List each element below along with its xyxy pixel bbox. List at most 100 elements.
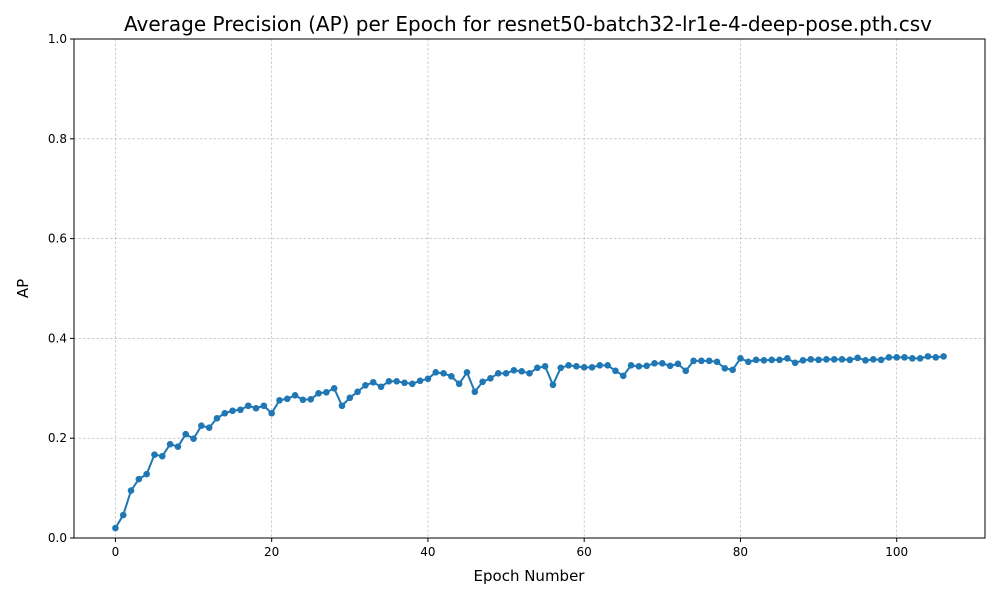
y-axis-label: AP [14, 279, 32, 298]
x-tick-label: 60 [577, 545, 592, 559]
data-point [830, 356, 838, 363]
data-point [487, 375, 494, 382]
y-tick-label: 0.4 [48, 331, 67, 345]
data-point [651, 360, 658, 367]
data-point [604, 362, 611, 369]
data-point [526, 370, 533, 377]
data-point [580, 364, 588, 371]
data-point [276, 396, 283, 404]
data-point [534, 364, 541, 372]
data-point [213, 414, 221, 422]
y-tick-label: 1.0 [48, 32, 67, 46]
data-point [760, 357, 768, 364]
y-tick-label: 0.2 [48, 431, 67, 445]
data-point [237, 406, 244, 414]
data-point [510, 367, 518, 374]
data-point [135, 475, 143, 483]
data-point [494, 370, 502, 377]
data-point [518, 368, 525, 375]
data-point [901, 354, 908, 361]
data-point [377, 383, 385, 391]
plot-frame [73, 38, 986, 539]
data-point [885, 354, 893, 361]
data-point [815, 356, 822, 364]
data-point [807, 356, 815, 363]
data-point [463, 369, 471, 376]
chart-title: Average Precision (AP) per Epoch for res… [124, 12, 932, 36]
data-point [315, 389, 322, 397]
data-point [768, 356, 776, 364]
data-point [893, 354, 901, 361]
y-tick-label: 0.8 [48, 132, 67, 146]
data-point [784, 355, 791, 362]
data-point [424, 375, 432, 383]
data-point [471, 388, 479, 396]
x-tick-label: 0 [112, 545, 120, 559]
data-point [416, 377, 424, 385]
data-point [338, 402, 346, 410]
data-point [158, 452, 166, 460]
data-point [565, 362, 572, 369]
y-tick-label: 0.6 [48, 232, 67, 246]
data-point [940, 353, 947, 360]
data-point [862, 357, 869, 364]
data-point [705, 357, 713, 365]
data-point [252, 404, 260, 412]
data-point [299, 396, 307, 404]
data-point [409, 380, 416, 388]
ticks-layer: 0 20 40 60 80 100 0.0 0.2 0.4 0.6 0.8 1.0 [48, 32, 908, 559]
data-point [323, 388, 330, 396]
data-point [659, 360, 666, 367]
data-point [549, 381, 557, 389]
series-layer [112, 353, 947, 532]
data-point [924, 353, 932, 360]
data-point [744, 358, 752, 366]
x-tick-label: 80 [733, 545, 748, 559]
data-point [166, 440, 174, 448]
data-point [557, 364, 565, 372]
data-point [823, 356, 830, 363]
data-point [674, 360, 682, 368]
data-point [588, 364, 596, 371]
data-point [291, 391, 299, 399]
data-point [448, 373, 455, 380]
data-point [627, 362, 635, 369]
data-point [112, 524, 119, 532]
data-point [330, 385, 338, 392]
data-point [635, 363, 643, 370]
data-point [612, 367, 619, 375]
data-point [151, 451, 158, 458]
y-tick-label: 0.0 [48, 531, 67, 545]
data-point [174, 443, 182, 450]
data-point [283, 395, 291, 403]
data-point [221, 409, 229, 417]
data-point [573, 363, 580, 370]
data-point [643, 362, 650, 370]
data-point [838, 356, 846, 363]
data-point [244, 402, 252, 410]
data-point [721, 365, 729, 372]
data-point [698, 357, 705, 365]
data-point [916, 355, 924, 362]
data-point [690, 357, 697, 365]
data-point [346, 394, 354, 402]
data-point [502, 370, 510, 377]
data-point [393, 378, 400, 385]
data-point [854, 354, 861, 362]
data-point [440, 370, 447, 377]
data-point [354, 388, 361, 396]
data-point [127, 487, 135, 494]
data-point [479, 378, 486, 386]
x-tick-label: 40 [420, 545, 435, 559]
data-point [401, 379, 408, 387]
data-point [260, 402, 268, 410]
data-point [932, 354, 940, 361]
data-point [369, 379, 377, 386]
data-point [869, 356, 877, 363]
data-point [119, 511, 127, 519]
x-axis-label: Epoch Number [474, 567, 586, 585]
data-point [182, 430, 190, 438]
data-point [713, 358, 721, 366]
